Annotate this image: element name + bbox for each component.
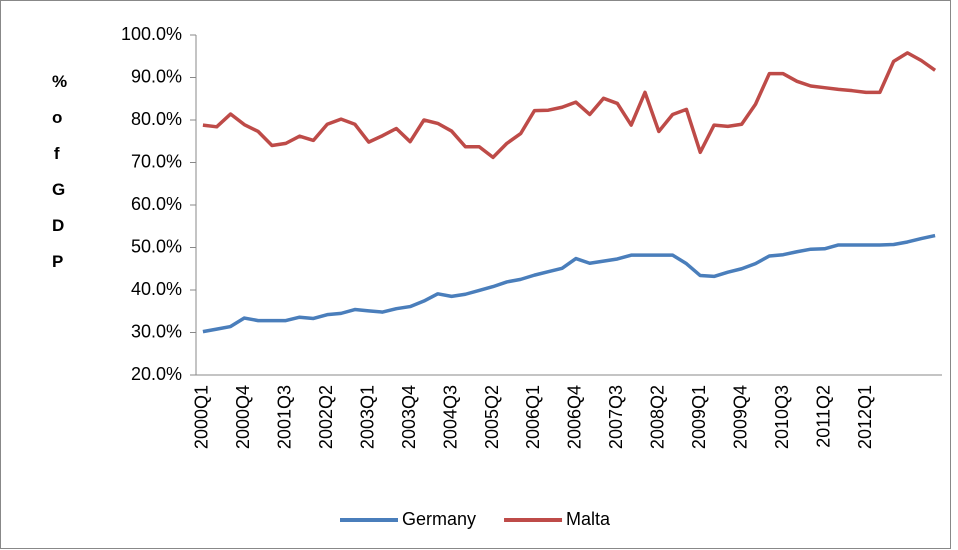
x-tick-label: 2006Q4 (565, 385, 585, 449)
x-tick-label: 2012Q1 (855, 385, 875, 449)
legend-label: Malta (566, 509, 611, 529)
x-tick-label: 2000Q1 (192, 385, 212, 449)
y-tick-label: 70.0% (131, 151, 182, 171)
x-tick-label: 2010Q3 (772, 385, 792, 449)
x-tick-label: 2001Q3 (275, 385, 295, 449)
y-tick-label: 100.0% (121, 24, 182, 44)
x-tick-label: 2000Q4 (233, 385, 253, 449)
x-tick-label: 2003Q1 (357, 385, 377, 449)
y-tick-label: 20.0% (131, 364, 182, 384)
x-tick-label: 2007Q3 (606, 385, 626, 449)
x-tick-label: 2009Q1 (689, 385, 709, 449)
y-tick-label: 90.0% (131, 66, 182, 86)
legend-label: Germany (402, 509, 476, 529)
y-tick-label: 50.0% (131, 236, 182, 256)
x-tick-label: 2006Q1 (523, 385, 543, 449)
y-tick-label: 60.0% (131, 194, 182, 214)
line-series (202, 233, 936, 334)
y-tick-label: 80.0% (131, 109, 182, 129)
line-series (202, 51, 937, 160)
x-tick-label: 2011Q2 (813, 385, 833, 448)
x-tick-label: 2005Q2 (482, 385, 502, 449)
y-tick-label: 30.0% (131, 321, 182, 341)
y-tick-label: 40.0% (131, 279, 182, 299)
x-tick-label: 2008Q2 (648, 385, 668, 449)
x-tick-label: 2004Q3 (440, 385, 460, 449)
x-tick-label: 2003Q4 (399, 385, 419, 449)
x-tick-label: 2009Q4 (730, 385, 750, 449)
y-axis-title: % of GDP (52, 72, 68, 271)
x-tick-label: 2002Q2 (316, 385, 336, 449)
